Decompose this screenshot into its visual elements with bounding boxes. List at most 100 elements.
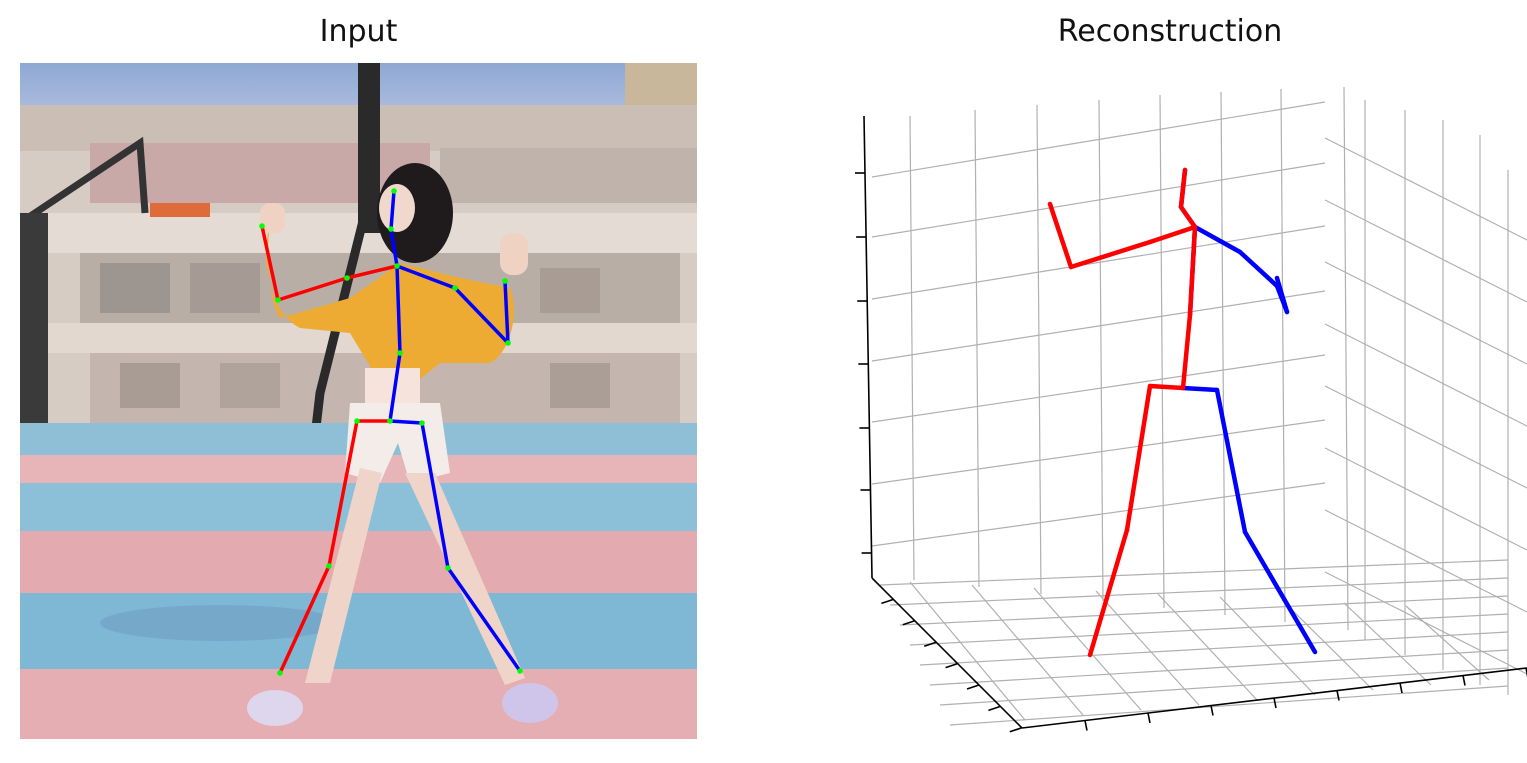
grid-floor-depth-5 [1219,596,1316,696]
skeleton-3d-bone-thorax-r_shoulder [1192,224,1243,255]
left-leg [305,468,382,683]
x-tick-5 [1336,690,1340,701]
grid-back-horizontal-0 [871,101,1326,178]
skeleton-2d-bone-r_hip-r_knee [327,419,359,568]
skeleton-2d-bone-r_elbow-r_wrist [503,279,510,345]
skeleton-3d-bone-l_shoulder-l_elbow [1068,239,1153,270]
skeleton-3d-bone-r_hip-r_knee [1124,383,1153,533]
joint-r_elbow [505,340,511,346]
joint-r_ankle [277,670,283,676]
grid-floor-horizontal-3 [909,613,1509,646]
grid-floor-depth-1 [971,584,1084,716]
joint-l_elbow [275,297,281,303]
x-tick-6 [1399,682,1403,694]
skeleton-3d-bone-l_hip-l_knee [1214,387,1248,535]
grid-back-vertical-1 [974,109,980,588]
axes [854,115,1527,733]
grid-back-vertical-5 [1220,91,1226,616]
y-tick-2 [902,620,916,626]
grid-floor-horizontal-1 [889,577,1509,606]
skeleton-2d-bone-r_shoulder-r_elbow [453,286,510,345]
grid-back-horizontal-1 [871,162,1326,238]
skeleton-3d-bone-thorax-l_shoulder [1147,224,1198,245]
joint-l_shoulder [344,275,350,281]
joint-hip [387,418,393,424]
grid-back-vertical-0 [909,115,915,581]
skeleton-2d-bone-hip-l_hip [388,419,424,425]
skeleton-2d-bone-hip-spine [388,351,402,423]
skeleton-3d-bone-l_elbow-l_wrist [1047,201,1074,270]
grid-floor-horizontal-6 [939,667,1509,706]
y-tick-1 [881,598,894,605]
z-axis [863,115,873,579]
y-tick-3 [923,641,937,647]
joint-l_wrist [259,223,265,229]
grid-back-vertical-6 [1280,88,1286,623]
grid-back-horizontal-5 [871,419,1326,485]
grid-side-horizontal-0 [1324,137,1527,241]
joint-r_hip [354,418,360,424]
x-tick-3 [1210,705,1214,716]
x-tick-8 [1525,667,1527,678]
input-image-panel [20,63,697,739]
grid-floor-depth-2 [1033,587,1142,711]
joint-r_knee [326,563,332,569]
x-tick-4 [1273,697,1277,709]
reconstruction-panel-title: Reconstruction [1057,14,1283,49]
skeleton-3d-right-hand [1274,275,1290,315]
face [379,184,415,232]
y-tick-5 [966,684,980,690]
input-photo [20,63,697,739]
grid-back-vertical-2 [1036,104,1042,595]
reconstruction-svg [854,86,1527,733]
y-tick-6 [988,705,1001,712]
grid-side-horizontal-4 [1324,385,1527,489]
joint-neck [388,226,394,232]
x-tick-7 [1462,675,1466,686]
skeleton-2d-bone-thorax-r_shoulder [395,264,457,290]
grid-floor-depth-6 [1281,599,1374,691]
grid-back-vertical-4 [1159,94,1165,609]
grid-side-horizontal-3 [1324,323,1527,427]
y-tick-7 [1009,727,1023,733]
grid-floor-depth-7 [1343,602,1432,686]
joint-r_wrist [502,278,508,284]
grid-floor-horizontal-4 [919,631,1509,666]
y-tick-4 [945,662,958,669]
grid-floor-depth-0 [909,581,1026,721]
grid-back-horizontal-3 [871,290,1326,362]
y-axis [871,577,1023,729]
right-shoe [502,683,558,723]
grid-side-horizontal-2 [1324,261,1527,365]
joint-l_knee [445,565,451,571]
skeleton-2d-bone-l_elbow-l_wrist [260,224,280,302]
grid-back-horizontal-6 [871,482,1326,547]
skeleton-3d-neck-head [1178,167,1198,230]
grid-floor-horizontal-0 [879,559,1509,586]
skeleton-3d [1047,167,1318,658]
joint-l_ankle [517,668,523,674]
grid [871,86,1527,726]
skeleton-2d-overlay [259,188,523,676]
skeleton-3d-spine [1180,224,1198,391]
joint-spine [397,350,403,356]
x-tick-2 [1147,712,1151,724]
hoop-pole [358,63,380,233]
grid-floor-depth-4 [1157,593,1258,701]
input-panel-title: Input [319,14,398,49]
grid-back-vertical-3 [1098,99,1104,602]
grid-back-horizontal-4 [871,354,1326,423]
skeleton-2d-bone-thorax-neck [389,227,399,268]
joint-thorax [394,263,400,269]
skeleton-2d-bone-l_shoulder-l_elbow [276,276,349,302]
reconstruction-plot [840,80,1527,759]
grid-back-vertical-7 [1343,86,1349,631]
skeleton-2d-bone-thorax-l_shoulder [345,264,399,280]
skeleton-2d-bone-neck-head [389,189,396,231]
skeleton-2d-bone-l_knee-l_ankle [446,566,522,673]
skeleton-2d-bone-spine-thorax [395,264,402,355]
grid-floor-horizontal-5 [929,649,1509,686]
skeleton-3d-bone-l_knee-l_ankle [1242,529,1318,655]
skeleton-2d-bone-r_knee-r_ankle [278,564,331,675]
grid-floor-horizontal-7 [949,685,1509,726]
